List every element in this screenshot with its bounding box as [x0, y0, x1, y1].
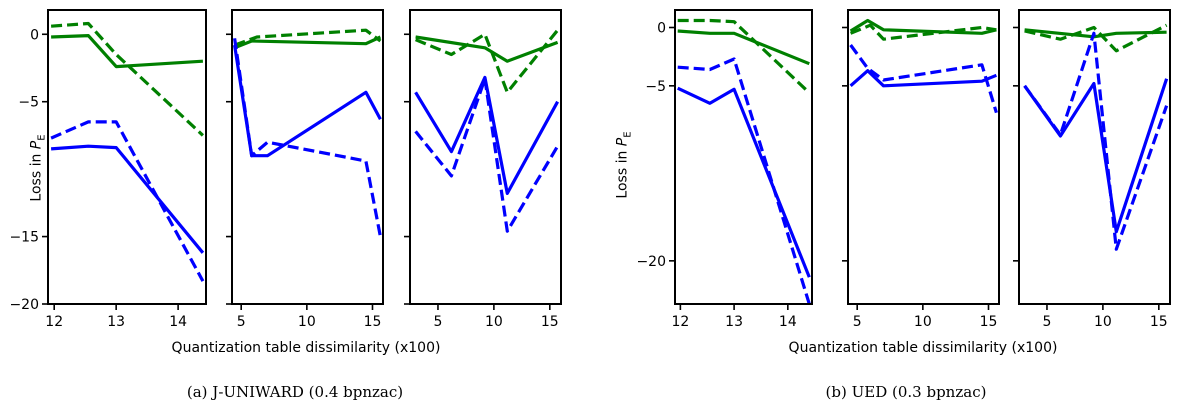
axes-frame	[1018, 9, 1171, 305]
series-line-blue-dashed	[677, 57, 811, 305]
x-tick-label: 13	[107, 314, 125, 330]
series-line-blue-solid	[50, 144, 205, 254]
y-axis-label-b-symbol: P	[614, 137, 631, 147]
y-axis-label-a-text: Loss in	[28, 149, 45, 202]
series-line-blue-dashed	[849, 44, 998, 114]
subplot-b-2: 5 10 15	[842, 9, 1000, 330]
series-line-green-solid	[51, 33, 203, 69]
x-tick-label: 5	[1043, 314, 1052, 330]
axes-frame	[409, 9, 562, 305]
x-tick-label: 15	[980, 314, 998, 330]
x-tick-label: 10	[485, 314, 503, 330]
series-line-blue-dashed	[414, 77, 559, 233]
subplot-b-3: 5 10 15	[1013, 9, 1171, 330]
y-tick-label: −20	[9, 297, 39, 313]
y-tick-label: 0	[657, 21, 666, 37]
series-line-blue-dashed	[233, 38, 382, 237]
x-tick-label: 10	[298, 314, 316, 330]
series-line-green-solid	[234, 35, 382, 50]
series-line-green-dashed	[414, 29, 559, 94]
axes-frame	[47, 9, 207, 305]
x-axis-label-b: Quantization table dissimilarity (x100)	[788, 340, 1058, 356]
series-line-green-dashed	[50, 21, 204, 137]
y-axis-label-b-text: Loss in	[614, 146, 631, 199]
x-tick-label: 14	[779, 314, 797, 330]
series-line-blue-dashed	[50, 120, 205, 282]
y-axis-label-b-subscript: E	[622, 131, 634, 138]
series-line-blue-solid	[1023, 78, 1169, 234]
x-tick-label: 5	[853, 314, 862, 330]
subplot-a-1: 12 13 14 0 −5 −15 −20	[9, 9, 207, 330]
axes-frame	[674, 9, 813, 305]
series-line-green-solid	[1024, 28, 1167, 39]
y-tick-label: −20	[636, 254, 666, 270]
series-line-green-dashed	[849, 23, 997, 41]
x-tick-label: 13	[725, 314, 743, 330]
y-tick-label: 0	[30, 27, 39, 43]
y-axis-label-a-symbol: P	[28, 140, 45, 150]
series-line-blue-solid	[677, 86, 811, 278]
series-line-blue-solid	[233, 44, 382, 158]
x-tick-label: 10	[1094, 314, 1112, 330]
y-tick-label: −5	[18, 95, 39, 111]
caption-b: (b) UED (0.3 bpnzac)	[825, 383, 987, 401]
x-tick-label: 12	[45, 314, 63, 330]
series-line-green-solid	[415, 35, 559, 63]
x-tick-label: 12	[671, 314, 689, 330]
x-tick-label: 10	[914, 314, 932, 330]
x-axis-label-a: Quantization table dissimilarity (x100)	[171, 340, 441, 356]
series-line-green-dashed	[677, 18, 811, 94]
y-axis-label-b: Loss in PE	[615, 131, 634, 198]
subplot-b-1: 12 13 14 0 −5 −20	[636, 9, 813, 330]
x-tick-label: 15	[541, 314, 559, 330]
caption-a: (a) J-UNIWARD (0.4 bpnzac)	[186, 383, 404, 401]
y-axis-label-a-subscript: E	[36, 134, 48, 141]
series-line-blue-dashed	[1023, 31, 1169, 251]
x-tick-label: 5	[237, 314, 246, 330]
subplot-a-2: 5 10 15	[226, 9, 384, 330]
series-line-blue-solid	[414, 75, 560, 195]
y-tick-label: −15	[9, 230, 39, 246]
series-line-green-solid	[849, 18, 997, 35]
y-tick-label: −5	[645, 79, 666, 95]
axes-frame	[847, 9, 1000, 305]
x-tick-label: 15	[364, 314, 382, 330]
x-tick-label: 14	[169, 314, 187, 330]
series-line-green-solid	[677, 29, 810, 66]
series-line-green-dashed	[1024, 23, 1168, 53]
x-tick-label: 15	[1150, 314, 1168, 330]
y-axis-label-a: Loss in PE	[29, 134, 48, 201]
x-tick-label: 5	[434, 314, 443, 330]
subplot-a-3: 5 10 15	[404, 9, 562, 330]
